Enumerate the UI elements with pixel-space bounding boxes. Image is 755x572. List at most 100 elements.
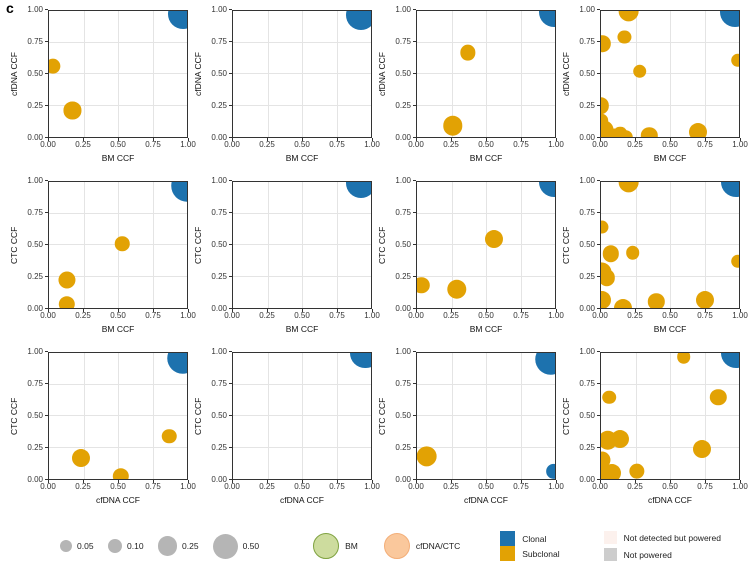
x-tick-mark — [302, 309, 303, 312]
size-legend-item: 0.25 — [157, 536, 199, 556]
subclonal-data-point — [710, 388, 727, 406]
y-tick-label: 0.25 — [27, 101, 43, 110]
x-axis-tick-labels: 0.00 0.25 0.50 0.75 1.00 — [224, 312, 380, 322]
clonal-data-point — [346, 182, 371, 199]
scatter-panel-bm-ctc-1: CTC CCF 0.00 0.25 0.50 0.75 1.00 0.00 0.25 0.5… — [8, 175, 196, 346]
y-tick-mark — [229, 73, 232, 74]
y-axis-label: CTC CCF — [9, 226, 19, 264]
gridline — [267, 182, 269, 308]
y-tick-label: 0.50 — [27, 240, 43, 249]
clonal-swatch-icon — [500, 531, 516, 546]
x-tick-label: 0.75 — [697, 311, 713, 320]
y-tick-mark — [229, 383, 232, 384]
y-tick-mark — [229, 212, 232, 213]
y-tick-label: 0.25 — [395, 443, 411, 452]
subclonal-data-point — [485, 229, 504, 248]
x-axis-label: BM CCF — [101, 324, 135, 334]
gridline — [451, 11, 453, 137]
gridline — [520, 11, 522, 137]
x-tick-mark — [416, 138, 417, 141]
x-tick-label: 0.50 — [662, 140, 678, 149]
x-axis-tick-labels: 0.00 0.25 0.50 0.75 1.00 — [408, 312, 564, 322]
x-axis-tick-labels: 0.00 0.25 0.50 0.75 1.00 — [224, 482, 380, 493]
x-tick-label: 0.50 — [478, 140, 494, 149]
gridline — [601, 41, 739, 43]
y-tick-mark — [229, 308, 232, 309]
x-tick-label: 0.75 — [145, 311, 161, 320]
bm-legend-item: BM — [313, 533, 358, 559]
x-tick-label: 0.25 — [627, 140, 643, 149]
y-tick-label: 0.00 — [395, 304, 411, 313]
size-circle-icon — [60, 540, 72, 552]
x-tick-mark — [188, 138, 189, 141]
y-tick-mark — [45, 383, 48, 384]
x-tick-mark — [372, 138, 373, 141]
size-legend-label: 0.05 — [77, 541, 94, 551]
y-tick-mark — [45, 180, 48, 181]
y-tick-label: 0.25 — [579, 101, 595, 110]
x-axis-label: BM CCF — [653, 153, 687, 163]
y-tick-label: 0.75 — [211, 208, 227, 217]
y-tick-mark — [597, 73, 600, 74]
x-tick-label: 0.25 — [627, 482, 643, 491]
gridline — [704, 182, 706, 308]
subclonal-data-point — [617, 30, 632, 45]
y-tick-label: 1.00 — [211, 347, 227, 356]
x-axis-label: BM CCF — [653, 324, 687, 334]
y-tick-mark — [413, 244, 416, 245]
x-tick-mark — [153, 309, 154, 312]
y-tick-mark — [597, 447, 600, 448]
x-tick-label: 1.00 — [548, 140, 564, 149]
x-tick-label: 0.00 — [224, 140, 240, 149]
subclonal-data-point — [112, 468, 129, 479]
gridline — [118, 11, 119, 137]
plot-area — [229, 180, 373, 312]
x-tick-label: 0.75 — [697, 140, 713, 149]
y-tick-label: 0.75 — [579, 37, 595, 46]
x-tick-label: 0.50 — [294, 140, 310, 149]
y-tick-label: 0.00 — [579, 304, 595, 313]
gridline — [417, 415, 555, 416]
subclonal-data-point — [618, 182, 639, 193]
x-tick-label: 0.25 — [259, 482, 275, 491]
y-axis-label: cfDNA CCF — [193, 52, 203, 96]
x-tick-label: 0.50 — [110, 311, 126, 320]
scatter-panel-grid: cfDNA CCF 0.00 0.25 0.50 0.75 1.00 0.00 0.25 0… — [8, 4, 748, 517]
y-tick-label: 0.25 — [579, 272, 595, 281]
y-tick-mark — [413, 351, 416, 352]
x-tick-label: 0.25 — [75, 140, 91, 149]
scatter-panel-cfdna-ctc-2: CTC CCF 0.00 0.25 0.50 0.75 1.00 0.00 0.25 0.5… — [192, 346, 380, 517]
clonal-data-point — [721, 182, 739, 198]
y-axis-tick-labels: 0.00 0.25 0.50 0.75 1.00 — [20, 177, 45, 313]
x-tick-mark — [118, 480, 119, 483]
gridline — [417, 383, 555, 385]
y-tick-mark — [45, 41, 48, 42]
y-tick-label: 0.25 — [395, 101, 411, 110]
gridline — [601, 73, 739, 74]
subclonal-data-point — [447, 279, 467, 299]
x-tick-mark — [153, 138, 154, 141]
y-tick-mark — [45, 415, 48, 416]
subclonal-data-point — [601, 451, 611, 469]
y-tick-label: 0.25 — [211, 443, 227, 452]
y-tick-label: 0.00 — [27, 133, 43, 142]
x-tick-mark — [635, 309, 636, 312]
y-tick-label: 0.50 — [579, 69, 595, 78]
bm-circle-icon — [313, 533, 340, 559]
x-tick-mark — [267, 480, 268, 483]
clonal-data-point — [167, 11, 187, 29]
plot-area — [45, 351, 189, 483]
gridline — [233, 383, 371, 385]
x-tick-mark — [48, 480, 49, 483]
x-tick-mark — [83, 480, 84, 483]
x-tick-label: 0.75 — [513, 482, 529, 491]
x-axis-label: BM CCF — [285, 153, 319, 163]
clonal-data-point — [545, 463, 555, 479]
cfdna-ctc-legend-item: cfDNA/CTC — [383, 533, 460, 559]
y-tick-label: 0.50 — [579, 240, 595, 249]
subclonal-data-point — [601, 97, 610, 114]
scatter-panel-bm-ctc-3: CTC CCF 0.00 0.25 0.50 0.75 1.00 0.00 0.25 0.5… — [376, 175, 564, 346]
x-tick-mark — [556, 138, 557, 141]
gridline — [417, 73, 555, 74]
y-axis-label: CTC CCF — [561, 226, 571, 264]
